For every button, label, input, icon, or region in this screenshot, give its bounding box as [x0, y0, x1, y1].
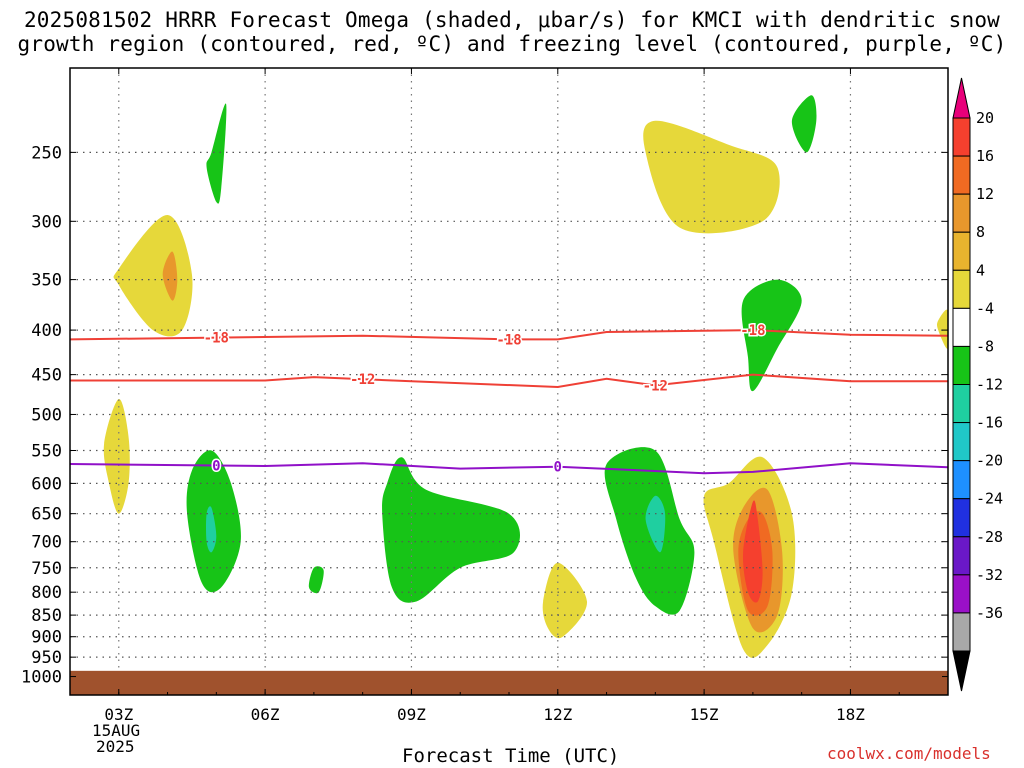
omega-region-green	[308, 566, 324, 594]
omega-region-yellow	[542, 562, 588, 639]
omega-region-yellow	[937, 309, 948, 349]
colorbar-label: 20	[976, 109, 994, 127]
colorbar-box	[952, 384, 971, 424]
x-axis-title: Forecast Time (UTC)	[402, 745, 620, 767]
omega-region-green	[206, 103, 227, 204]
colorbar-label: -36	[976, 604, 1003, 622]
y-tick-label: 950	[31, 648, 62, 668]
colorbar-top-arrow	[952, 77, 971, 119]
omega-region-yellow	[103, 398, 130, 514]
y-tick-label: 900	[31, 628, 62, 648]
colorbar-label: 12	[976, 185, 994, 203]
y-tick-label: 1000	[21, 668, 62, 688]
colorbar-label: -24	[976, 490, 1003, 508]
colorbar-label: -16	[976, 414, 1003, 432]
colorbar-box	[952, 155, 971, 195]
contour-label: -18	[204, 331, 229, 347]
date-label-year: 2025	[96, 737, 135, 756]
y-tick-label: 300	[31, 212, 62, 232]
omega-region-yellow	[113, 214, 193, 337]
colorbar-box	[952, 193, 971, 233]
contour-label: -18	[740, 323, 765, 339]
colorbar-label: 16	[976, 147, 994, 165]
colorbar-box	[952, 460, 971, 500]
omega-region-green	[791, 95, 817, 153]
y-tick-label: 800	[31, 583, 62, 603]
colorbar-box	[952, 307, 971, 347]
contour-line-purple	[70, 462, 948, 475]
x-tick-label: 03Z	[104, 705, 133, 724]
colorbar-label: -4	[976, 299, 994, 317]
omega-region-yellow	[643, 120, 780, 234]
y-tick-label: 600	[31, 474, 62, 494]
y-tick-label: 700	[31, 533, 62, 553]
ground-fill	[70, 670, 948, 695]
contour-label: -12	[643, 378, 668, 394]
omega-region-teal	[206, 506, 217, 553]
y-tick-label: 250	[31, 143, 62, 163]
colorbar-box	[952, 612, 971, 652]
contour-line-red	[70, 329, 948, 341]
y-tick-label: 350	[31, 271, 62, 291]
x-tick-label: 06Z	[251, 705, 280, 724]
colorbar-bottom-arrow	[952, 650, 971, 692]
y-tick-label: 550	[31, 442, 62, 462]
chart-title-line-1: 2025081502 HRRR Forecast Omega (shaded, …	[23, 8, 1001, 32]
colorbar-box	[952, 345, 971, 385]
omega-region-red	[742, 500, 763, 603]
date-label-day: 15AUG	[92, 721, 141, 740]
colorbar-box	[952, 231, 971, 271]
contour-label: 0	[554, 460, 562, 476]
credit-link[interactable]: coolwx.com/models	[827, 744, 991, 763]
colorbar-box	[952, 117, 971, 157]
x-tick-label: 12Z	[543, 705, 572, 724]
y-tick-label: 650	[31, 505, 62, 525]
colorbar-box	[952, 498, 971, 538]
colorbar-box	[952, 269, 971, 309]
omega-region-green	[382, 457, 521, 603]
contour-label: -12	[350, 372, 375, 388]
omega-region-orange	[162, 251, 178, 301]
x-tick-label: 18Z	[836, 705, 865, 724]
colorbar-label: -28	[976, 528, 1003, 546]
contour-line-red	[70, 373, 948, 389]
y-tick-label: 450	[31, 366, 62, 386]
colorbar-box	[952, 422, 971, 462]
y-tick-label: 850	[31, 606, 62, 626]
omega-region-teal	[645, 495, 666, 553]
colorbar-label: -32	[976, 566, 1003, 584]
y-tick-label: 400	[31, 321, 62, 341]
plot-area: -18 -18 -18 -12 -12 0 0	[70, 68, 948, 695]
omega-region-green	[741, 279, 802, 392]
colorbar-box	[952, 574, 971, 614]
chart-title-line-2: growth region (contoured, red, ºC) and f…	[17, 32, 1007, 56]
x-tick-label: 09Z	[397, 705, 426, 724]
colorbar-label: -8	[976, 337, 994, 355]
y-tick-label: 750	[31, 559, 62, 579]
colorbar-label: -12	[976, 376, 1003, 394]
x-tick-label: 15Z	[690, 705, 719, 724]
contour-label: -18	[496, 332, 521, 348]
colorbar-label: 4	[976, 261, 985, 279]
y-tick-label: 500	[31, 405, 62, 425]
colorbar-box	[952, 536, 971, 576]
colorbar-label: 8	[976, 223, 985, 241]
contour-label: 0	[212, 458, 220, 474]
colorbar-label: -20	[976, 452, 1003, 470]
